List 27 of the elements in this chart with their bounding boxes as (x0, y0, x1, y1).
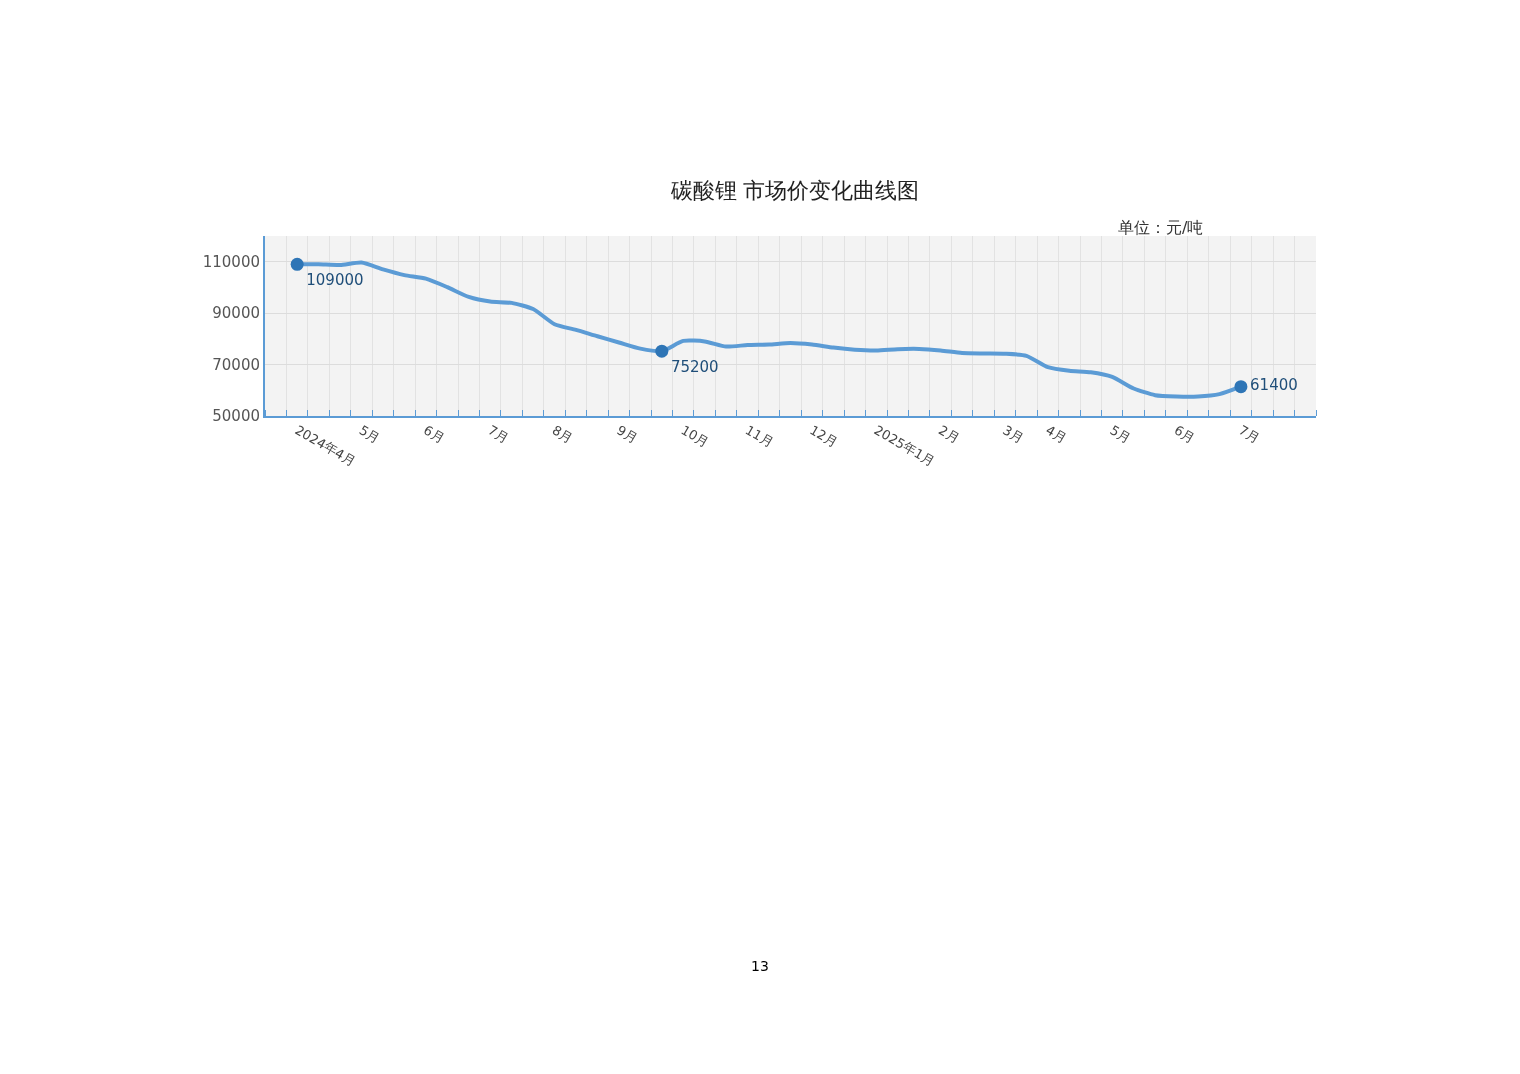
y-tick-label: 50000 (212, 407, 260, 426)
data-label: 109000 (306, 270, 364, 289)
x-tick-label: 10月 (678, 422, 712, 451)
x-tick-label: 12月 (807, 422, 841, 451)
x-tick-label: 7月 (485, 422, 512, 446)
x-tick-label: 6月 (1171, 422, 1198, 446)
point (1234, 380, 1248, 394)
x-tick-label: 4月 (1043, 422, 1070, 446)
point (655, 344, 669, 358)
x-tick-label: 9月 (614, 422, 641, 446)
text: 13 (751, 958, 769, 974)
y-tick-label: 70000 (212, 355, 260, 374)
x-tick-label: 6月 (421, 422, 448, 446)
x-tick-label: 7月 (1236, 422, 1263, 446)
point (290, 257, 304, 271)
x-tick-label: 5月 (356, 422, 383, 446)
x-tick-label: 5月 (1107, 422, 1134, 446)
x-tick-label: 2月 (935, 422, 962, 446)
x-tick-label: 3月 (1000, 422, 1027, 446)
chart-subtitle: 单位：元/吨 (1118, 218, 1204, 237)
data-label: 61400 (1250, 376, 1298, 395)
x-tick-label: 11月 (742, 422, 776, 451)
y-tick-label: 90000 (212, 304, 260, 323)
chart-title: 碳酸锂 市场价变化曲线图 (669, 177, 920, 203)
data-label: 75200 (670, 357, 719, 376)
x-tick-label: 8月 (549, 422, 576, 446)
y-tick-label: 110000 (202, 252, 260, 271)
